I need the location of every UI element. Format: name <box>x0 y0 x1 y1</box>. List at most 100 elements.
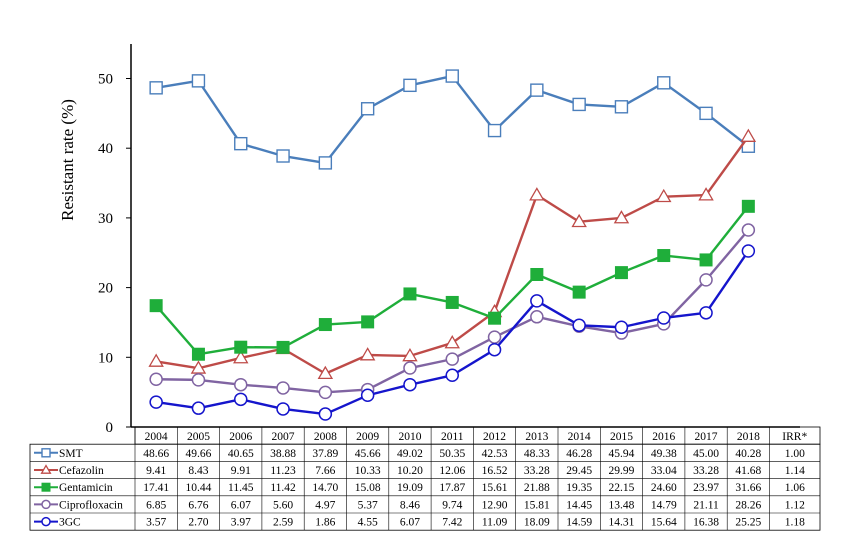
data-table: 2004 2005 2006 2007 2008 2009 2010 2011 2012 2013… <box>29 426 821 531</box>
x-tick-label: 2005 <box>187 431 210 443</box>
irr-header: IRR* <box>782 431 807 443</box>
data-point <box>740 128 757 142</box>
x-tick-label: 2004 <box>145 431 168 443</box>
data-point <box>191 401 206 415</box>
data-point <box>403 377 417 392</box>
table-cell: 2.70 <box>188 517 208 529</box>
table-cell: 22.15 <box>609 482 635 494</box>
data-point <box>234 136 248 151</box>
data-point <box>487 330 502 344</box>
table-cell: 6.07 <box>400 517 420 529</box>
data-point <box>361 315 375 329</box>
table-cell: 18.09 <box>524 517 550 529</box>
table-cell: 6.07 <box>231 499 251 511</box>
y-tick-label: 40 <box>98 141 113 157</box>
data-point <box>530 83 544 97</box>
table-cell: 48.66 <box>143 448 169 460</box>
data-point <box>234 392 248 407</box>
table-cell: 9.41 <box>146 465 166 477</box>
table-cell: 11.42 <box>270 482 296 494</box>
irr-cell: 1.00 <box>785 448 805 460</box>
table-cell: 29.99 <box>609 465 635 477</box>
data-point <box>403 78 417 93</box>
table-cell: 5.37 <box>358 499 378 511</box>
legend-label: Cefazolin <box>59 465 104 477</box>
y-tick-label: 10 <box>98 350 113 366</box>
data-point <box>572 97 586 112</box>
table-cell: 45.94 <box>609 448 635 460</box>
table-cell: 16.38 <box>693 517 719 529</box>
table-cell: 17.41 <box>143 482 169 494</box>
table-cell: 2.59 <box>273 517 293 529</box>
table-cell: 42.53 <box>482 448 508 460</box>
data-point <box>657 311 671 325</box>
table-cell: 7.42 <box>442 517 462 529</box>
data-point <box>529 187 545 201</box>
table-cell: 11.45 <box>228 482 254 494</box>
data-point <box>190 360 207 374</box>
table-cell: 37.89 <box>312 448 338 460</box>
table-cell: 40.65 <box>228 448 254 460</box>
irr-cell: 1.18 <box>785 517 805 529</box>
legend-label: Ciprofloxacin <box>59 499 123 511</box>
data-point <box>276 402 290 416</box>
legend-key-marker <box>41 516 51 527</box>
data-point <box>148 353 164 367</box>
data-point <box>613 210 630 224</box>
legend-label: Gentamicin <box>59 482 113 494</box>
table-cell: 38.88 <box>270 448 296 460</box>
data-point <box>530 310 544 324</box>
table-cell: 15.61 <box>482 482 508 494</box>
table-cell: 45.66 <box>355 448 381 460</box>
table-cell: 16.52 <box>482 465 508 477</box>
table-cell: 9.74 <box>442 499 462 511</box>
table-cell: 11.23 <box>270 465 296 477</box>
table-cell: 28.26 <box>735 499 761 511</box>
data-point <box>276 149 290 163</box>
table-cell: 5.60 <box>273 499 293 511</box>
data-point <box>488 311 502 325</box>
table-cell: 25.25 <box>735 517 761 529</box>
table-cell: 23.97 <box>693 482 719 494</box>
table-cell: 49.02 <box>397 448 423 460</box>
series-group <box>148 69 757 421</box>
table-cell: 21.11 <box>693 499 719 511</box>
table-cell: 50.35 <box>439 448 465 460</box>
legend-key-marker <box>41 482 51 492</box>
data-point <box>403 287 417 301</box>
table-cell: 4.55 <box>358 517 378 529</box>
table-cell: 13.48 <box>609 499 635 511</box>
data-point <box>276 340 290 354</box>
table-cell: 46.28 <box>566 448 592 460</box>
data-point <box>360 102 375 116</box>
data-point <box>149 395 163 409</box>
table-cell: 10.20 <box>397 465 423 477</box>
data-point <box>444 335 460 349</box>
data-point <box>233 350 249 364</box>
data-point <box>699 306 713 320</box>
data-point <box>359 347 376 361</box>
x-tick-label: 2014 <box>568 431 591 443</box>
table-cell: 41.68 <box>735 465 761 477</box>
x-tick-label: 2007 <box>272 431 295 443</box>
table-cell: 11.09 <box>482 517 508 529</box>
x-tick-label: 2015 <box>610 431 633 443</box>
data-point <box>657 76 671 90</box>
data-point <box>149 299 163 313</box>
data-point <box>445 368 459 383</box>
data-point <box>571 213 587 228</box>
data-point <box>276 381 290 395</box>
x-tick-label: 2009 <box>356 431 379 443</box>
table-cell: 8.46 <box>400 499 420 511</box>
table-cell: 6.76 <box>188 499 208 511</box>
legend-key-marker <box>40 464 52 474</box>
table-cell: 4.97 <box>315 499 335 511</box>
data-point <box>614 100 629 114</box>
data-point <box>318 385 333 400</box>
table-cell: 19.35 <box>566 482 592 494</box>
legend-label: 3GC <box>59 517 81 529</box>
y-tick-label: 50 <box>98 72 113 88</box>
x-tick-label: 2006 <box>229 431 252 443</box>
y-tick-label: 30 <box>98 211 113 227</box>
legend-label: SMT <box>59 448 83 460</box>
